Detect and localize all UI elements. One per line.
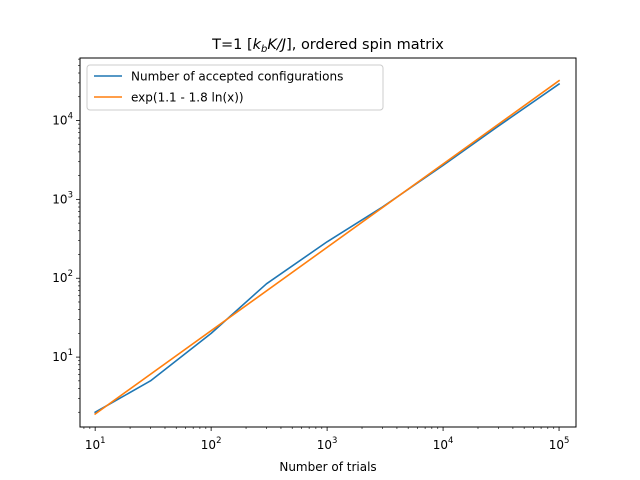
x-tick-label: 105 [549, 436, 570, 452]
legend-label-fit: exp(1.1 - 1.8 ln(x)) [131, 91, 244, 105]
y-tick-label: 103 [52, 190, 73, 206]
x-tick-label: 103 [317, 436, 338, 452]
legend-box [86, 64, 384, 111]
x-tick-label: 101 [85, 436, 106, 452]
x-axis-label: Number of trials [279, 460, 376, 474]
y-tick-label: 102 [52, 269, 73, 285]
y-tick-label: 101 [52, 348, 73, 364]
x-tick-label: 102 [201, 436, 222, 452]
y-axis-ticks: 101 102 103 104 [52, 58, 80, 413]
y-tick-label: 104 [52, 111, 73, 127]
plot-frame [79, 57, 577, 428]
legend: Number of accepted configurations exp(1.… [86, 64, 384, 111]
x-tick-label: 104 [433, 436, 454, 452]
legend-label-accepted-configurations: Number of accepted configurations [131, 70, 343, 84]
series-line-0 [94, 82, 561, 414]
chart-title: T=1 [kbK/J], ordered spin matrix [211, 37, 444, 55]
series-line-1 [94, 79, 561, 416]
x-axis-ticks: 101 102 103 104 105 [83, 427, 570, 452]
series-layer [94, 79, 561, 416]
